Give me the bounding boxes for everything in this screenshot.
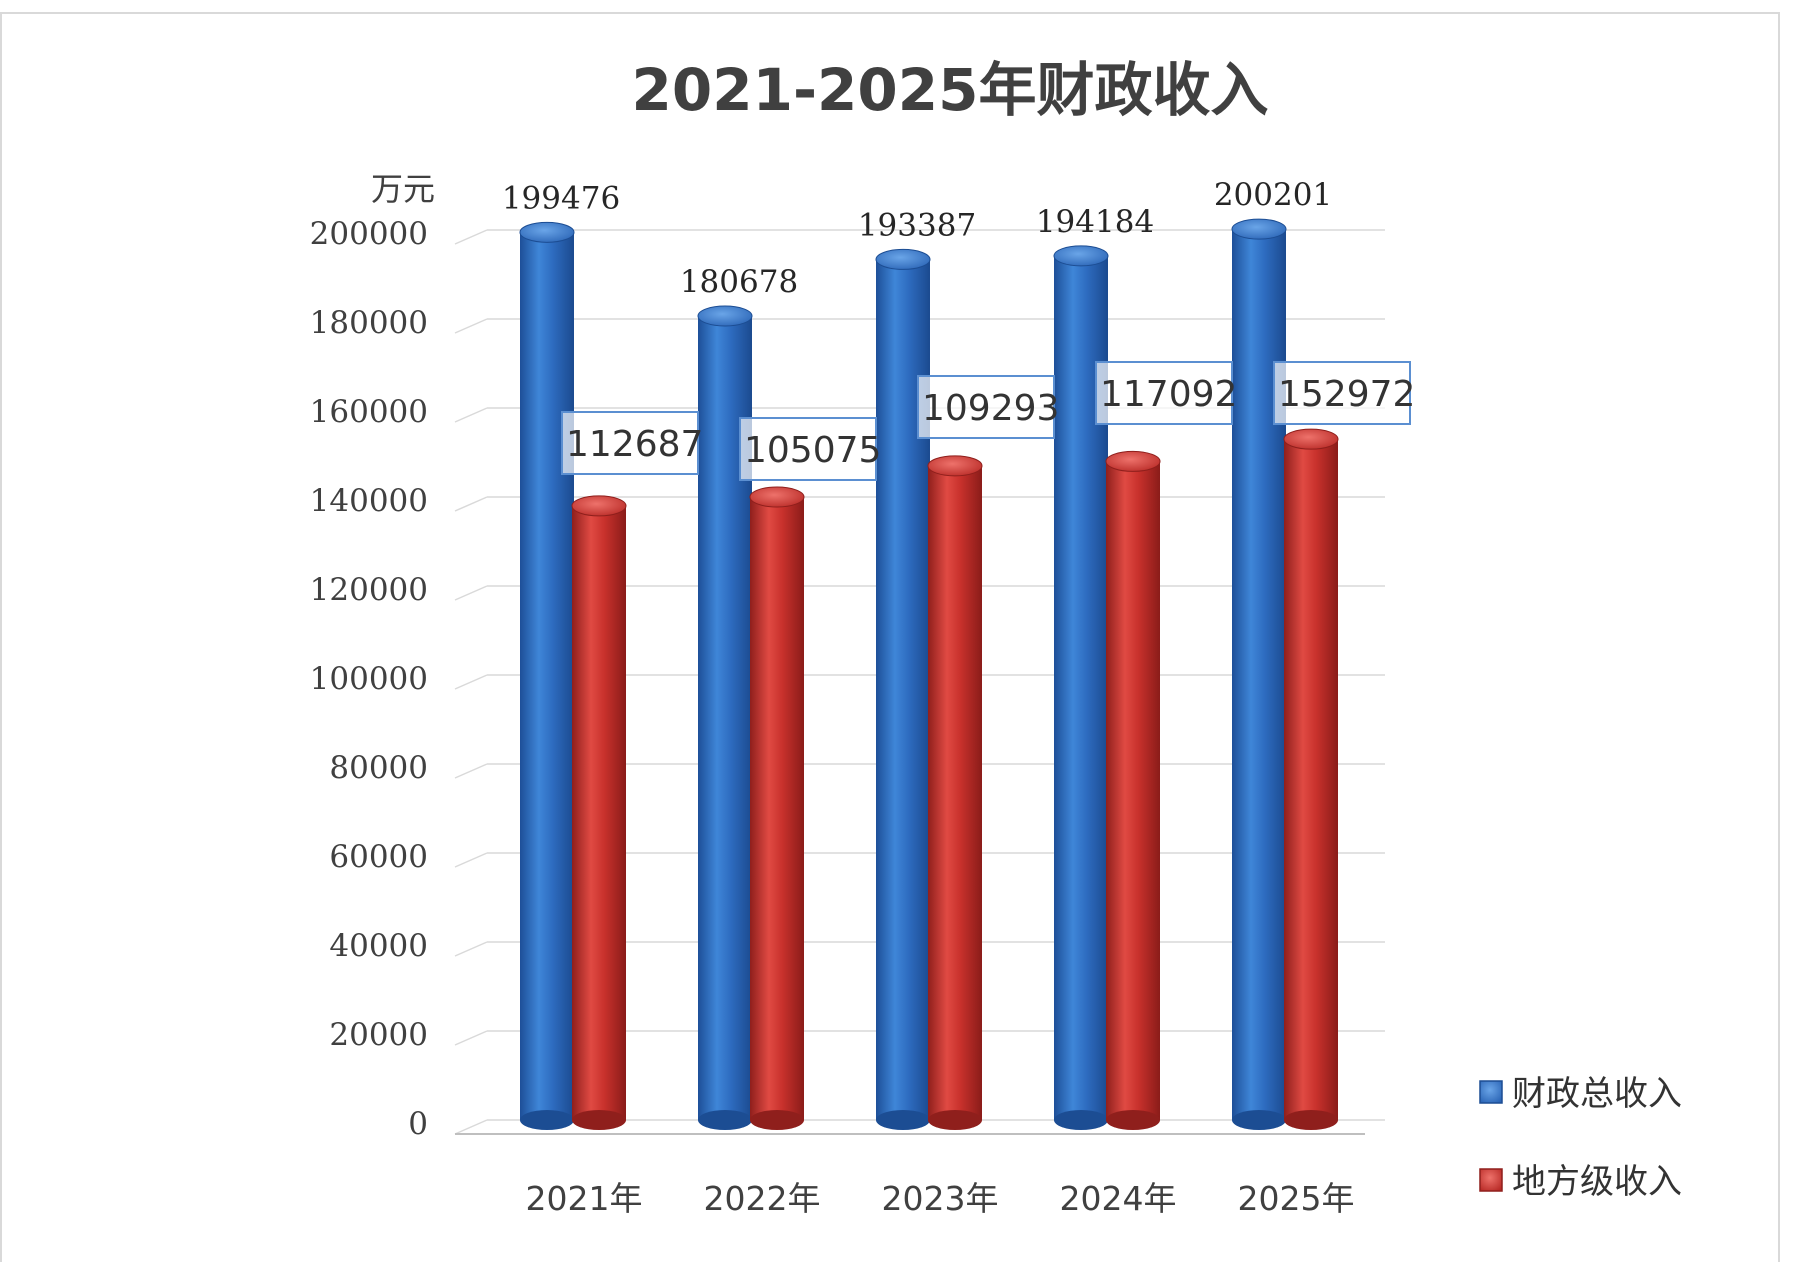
bar-cap [927,455,983,477]
gridline-depth [454,763,488,779]
bar-local-revenue [928,465,982,1121]
bar-cap [1105,450,1161,472]
data-label-total-revenue: 180678 [680,264,798,300]
y-tick-label: 0 [408,1106,428,1142]
y-tick-label: 40000 [329,928,428,964]
bar-base [1284,1110,1338,1130]
y-tick-label: 200000 [310,216,428,252]
x-tick-label: 2024年 [1060,1179,1177,1218]
x-axis-ticks: 2021年 2022年 2023年 2024年 2025年 [526,1179,1355,1218]
data-label-total-revenue: 194184 [1036,204,1154,240]
bar-base [1106,1110,1160,1130]
y-tick-label: 100000 [310,661,428,697]
y-tick-label: 60000 [329,839,428,875]
x-tick-label: 2021年 [526,1179,643,1218]
bar-cap [519,221,575,243]
y-tick-label: 20000 [329,1017,428,1053]
gridline-depth [454,585,488,601]
gridline-depth [454,1030,488,1046]
y-tick-label: 160000 [310,394,428,430]
data-label-local-revenue: 109293 [922,388,1059,429]
bar-local-revenue [750,497,804,1120]
y-tick-label: 140000 [310,483,428,519]
bar-base [1054,1110,1108,1130]
y-tick-label: 120000 [310,572,428,608]
data-label-local-revenue: 117092 [1100,374,1237,415]
gridline-depth [454,407,488,423]
data-label-local-revenue: 112687 [566,424,703,465]
bar-base [876,1110,930,1130]
chart-frame [0,12,1780,1262]
legend-swatch [1479,1080,1503,1104]
data-label-total-revenue: 199476 [502,180,620,216]
gridline-depth [454,229,488,245]
bar-cap [1053,245,1109,267]
gridline-depth [454,941,488,957]
y-tick-label: 80000 [329,750,428,786]
data-label-total-revenue: 200201 [1214,177,1332,213]
bar-local-revenue [1284,439,1338,1120]
gridline-depth [454,852,488,868]
gridline-depth [454,1119,488,1135]
bar-base [928,1110,982,1130]
bar-base [1232,1110,1286,1130]
gridline-depth [454,318,488,334]
y-axis-unit-label: 万元 [371,170,435,208]
bar-total-revenue [520,232,574,1121]
bar-base [698,1110,752,1130]
bar-cap [697,305,753,327]
bar-base [750,1110,804,1130]
bar-base [572,1110,626,1130]
x-tick-label: 2022年 [704,1179,821,1218]
bar-cap [1283,428,1339,450]
x-tick-label: 2023年 [882,1179,999,1218]
legend-label: 财政总收入 [1512,1074,1682,1114]
gridline-depth [454,496,488,512]
bar-cap [749,486,805,508]
bar-cap [875,248,931,270]
data-label-box [561,411,699,475]
data-label-total-revenue: 193387 [858,207,976,243]
data-label-local-revenue: 152972 [1278,374,1415,415]
x-tick-label: 2025年 [1238,1179,1355,1218]
bar-cap [1231,218,1287,240]
bar-cap [571,495,627,517]
data-label-box [917,375,1055,439]
bar-base [520,1110,574,1130]
bar-local-revenue [1106,461,1160,1120]
data-labels: 199476 112687 180678 105075 193387 109293 1941… [502,177,1415,481]
data-label-local-revenue: 105075 [744,430,881,471]
gridline-depth [454,674,488,690]
legend-label: 地方级收入 [1512,1162,1682,1202]
legend-swatch [1479,1168,1503,1192]
bar-local-revenue [572,505,626,1120]
data-label-box [1095,361,1233,425]
y-tick-label: 180000 [310,305,428,341]
data-label-box [739,417,877,481]
data-label-box [1273,361,1411,425]
y-axis-ticks: 0 20000 40000 60000 80000 100000 120000 140000 1… [310,216,428,1142]
chart-title: 2021-2025年财政收入 [632,56,1269,124]
